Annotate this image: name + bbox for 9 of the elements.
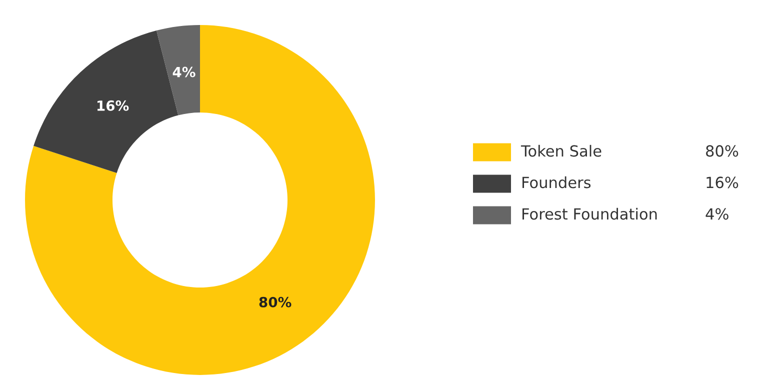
legend-label: Token Sale (520, 144, 602, 157)
data-label: 16% (97, 100, 129, 111)
data-label: 80% (259, 296, 292, 308)
legend-label: Founders (522, 176, 591, 188)
data-label: 4% (172, 66, 196, 78)
text: 80% (706, 145, 738, 157)
legend-label: Forest Foundation (522, 208, 657, 220)
text: 16% (706, 176, 738, 188)
text: 4% (706, 208, 728, 220)
